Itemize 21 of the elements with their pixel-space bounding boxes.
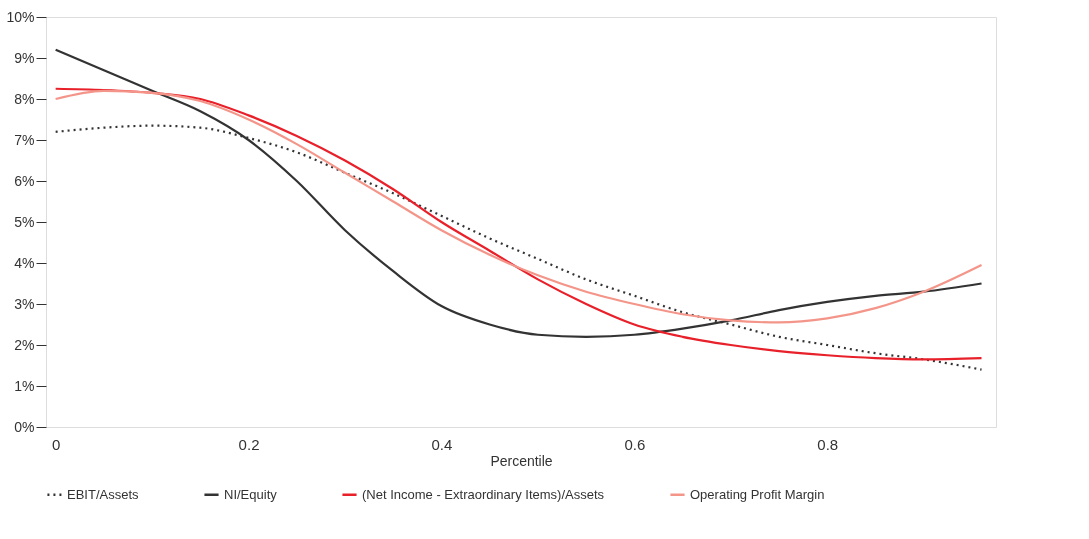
x-tick-label: 0.6 xyxy=(624,435,646,453)
legend-label: Operating Profit Margin xyxy=(690,486,825,502)
legend-label: EBIT/Assets xyxy=(67,486,140,502)
y-tick-label: 5% xyxy=(14,213,35,230)
y-tick-label: 4% xyxy=(14,254,35,271)
y-tick-label: 0% xyxy=(14,418,35,435)
x-tick-label: 0.2 xyxy=(238,435,260,453)
x-axis-title: Percentile xyxy=(490,452,553,469)
x-tick-label: 0.8 xyxy=(817,435,839,453)
y-tick-label: 1% xyxy=(14,377,35,394)
y-tick-label: 9% xyxy=(14,49,35,66)
y-tick-label: 7% xyxy=(14,131,35,148)
y-tick-label: 6% xyxy=(14,172,35,189)
x-tick-label: 0.4 xyxy=(431,435,453,453)
x-tick-label: 0 xyxy=(51,435,61,453)
legend-label: (Net Income - Extraordinary Items)/Assets xyxy=(362,486,605,502)
y-tick-label: 2% xyxy=(14,336,35,353)
y-tick-label: 8% xyxy=(14,90,35,107)
y-tick-label: 3% xyxy=(14,295,35,312)
y-tick-label: 10% xyxy=(6,8,35,25)
legend-label: NI/Equity xyxy=(224,486,278,502)
